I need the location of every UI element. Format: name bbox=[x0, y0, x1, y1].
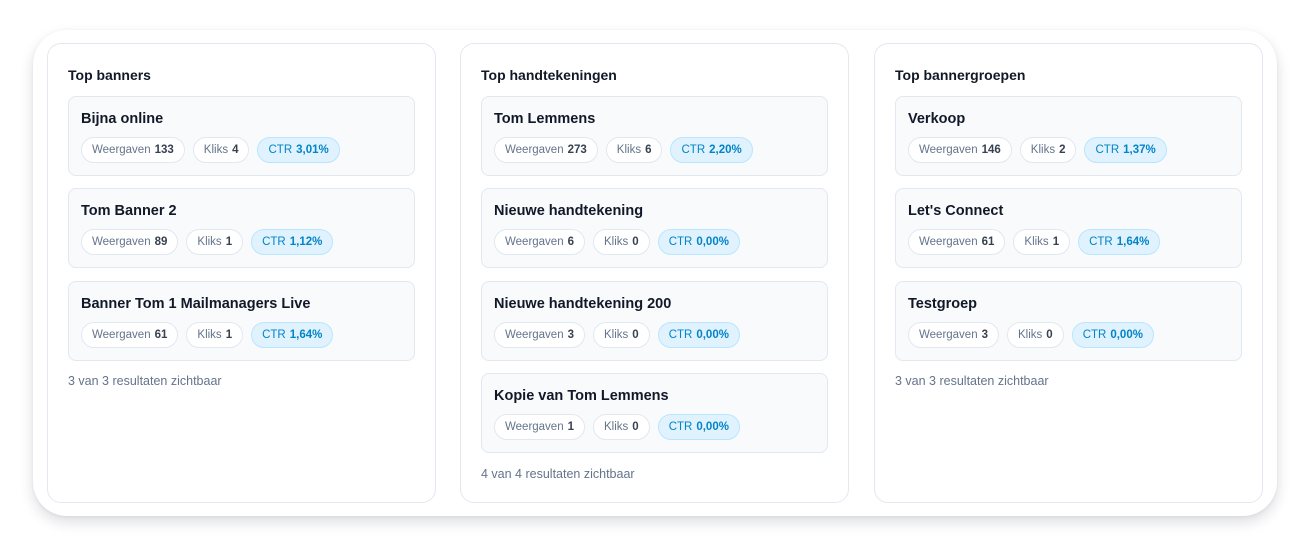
item-name: Verkoop bbox=[908, 111, 966, 127]
views-badge: Weergaven 273 bbox=[494, 137, 598, 163]
views-badge: Weergaven 61 bbox=[908, 229, 1006, 255]
ctr-badge: CTR 2,20% bbox=[670, 137, 753, 163]
top-signatures-column: Top handtekeningen Tom Lemmens Weergaven… bbox=[460, 43, 849, 503]
ctr-badge: CTR 1,64% bbox=[251, 322, 334, 348]
list-item[interactable]: Kopie van Tom Lemmens Weergaven 1 Kliks 0 … bbox=[481, 373, 828, 453]
clicks-badge: Kliks 0 bbox=[593, 414, 650, 440]
column-title: Top handtekeningen bbox=[481, 67, 617, 83]
views-badge: Weergaven 133 bbox=[81, 137, 185, 163]
list-item[interactable]: Banner Tom 1 Mailmanagers Live Weergaven… bbox=[68, 281, 415, 361]
ctr-badge: CTR 1,64% bbox=[1078, 229, 1161, 255]
list-item[interactable]: Nieuwe handtekening 200 Weergaven 3 Kliks… bbox=[481, 281, 828, 361]
clicks-badge: Kliks 6 bbox=[605, 137, 663, 163]
results-count: 3 van 3 resultaten zichtbaar bbox=[895, 374, 1049, 388]
ctr-badge: CTR 1,12% bbox=[251, 229, 334, 255]
item-name: Kopie van Tom Lemmens bbox=[494, 388, 669, 404]
views-badge: Weergaven 3 bbox=[908, 322, 1000, 348]
item-name: Tom Banner 2 bbox=[81, 203, 177, 219]
item-name: Tom Lemmens bbox=[494, 111, 596, 127]
clicks-badge: Kliks 1 bbox=[1013, 229, 1071, 255]
list-item[interactable]: Verkoop Weergaven 146 Kliks 2 CTR 1,37% bbox=[895, 96, 1242, 176]
list-item[interactable]: Bijna online Weergaven 133 Kliks 4 CTR 3,01… bbox=[68, 96, 415, 176]
item-name: Testgroep bbox=[908, 296, 978, 312]
list-item[interactable]: Nieuwe handtekening Weergaven 6 Kliks 0 CT… bbox=[481, 188, 828, 268]
ctr-badge: CTR 0,00% bbox=[657, 229, 740, 255]
views-badge: Weergaven 89 bbox=[81, 229, 179, 255]
clicks-badge: Kliks 1 bbox=[186, 322, 244, 348]
views-badge: Weergaven 1 bbox=[494, 414, 586, 440]
clicks-badge: Kliks 4 bbox=[192, 137, 250, 163]
top-banner-groups-column: Top bannergroepen Verkoop Weergaven 146 K… bbox=[874, 43, 1263, 503]
item-name: Bijna online bbox=[81, 111, 164, 127]
ctr-badge: CTR 0,00% bbox=[657, 322, 740, 348]
item-name: Let's Connect bbox=[908, 203, 1004, 219]
views-badge: Weergaven 146 bbox=[908, 137, 1012, 163]
stats-panel: Top banners Bijna online Weergaven 133 Kl… bbox=[33, 30, 1277, 516]
list-item[interactable]: Testgroep Weergaven 3 Kliks 0 CTR 0,00% bbox=[895, 281, 1242, 361]
clicks-badge: Kliks 0 bbox=[1007, 322, 1064, 348]
clicks-badge: Kliks 2 bbox=[1019, 137, 1077, 163]
item-name: Banner Tom 1 Mailmanagers Live bbox=[81, 296, 311, 312]
clicks-badge: Kliks 0 bbox=[593, 322, 650, 348]
clicks-badge: Kliks 0 bbox=[593, 229, 650, 255]
ctr-badge: CTR 3,01% bbox=[257, 137, 340, 163]
column-title: Top bannergroepen bbox=[895, 67, 1026, 83]
views-badge: Weergaven 6 bbox=[494, 229, 586, 255]
clicks-badge: Kliks 1 bbox=[186, 229, 244, 255]
results-count: 3 van 3 resultaten zichtbaar bbox=[68, 374, 222, 388]
list-item[interactable]: Let's Connect Weergaven 61 Kliks 1 CTR 1,64… bbox=[895, 188, 1242, 268]
list-item[interactable]: Tom Banner 2 Weergaven 89 Kliks 1 CTR 1,12% bbox=[68, 188, 415, 268]
ctr-badge: CTR 1,37% bbox=[1084, 137, 1167, 163]
ctr-badge: CTR 0,00% bbox=[657, 414, 740, 440]
item-name: Nieuwe handtekening 200 bbox=[494, 296, 672, 312]
views-badge: Weergaven 3 bbox=[494, 322, 586, 348]
top-banners-column: Top banners Bijna online Weergaven 133 Kl… bbox=[47, 43, 436, 503]
item-name: Nieuwe handtekening bbox=[494, 203, 644, 219]
results-count: 4 van 4 resultaten zichtbaar bbox=[481, 467, 635, 481]
ctr-badge: CTR 0,00% bbox=[1071, 322, 1154, 348]
views-badge: Weergaven 61 bbox=[81, 322, 179, 348]
column-title: Top banners bbox=[68, 67, 151, 83]
list-item[interactable]: Tom Lemmens Weergaven 273 Kliks 6 CTR 2,20% bbox=[481, 96, 828, 176]
